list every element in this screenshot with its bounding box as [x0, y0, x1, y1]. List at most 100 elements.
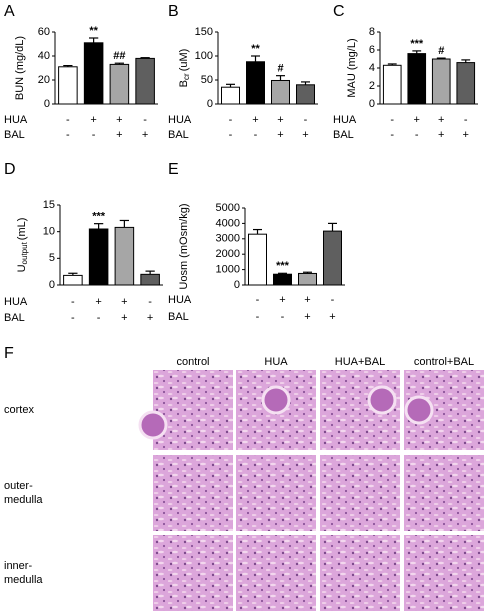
bar: [221, 86, 240, 105]
treatment-sign: -: [331, 294, 335, 306]
y-tick-label: 50: [201, 74, 213, 86]
bar: [323, 230, 342, 286]
y-tick-label: 0: [234, 279, 240, 291]
bar: [83, 42, 104, 105]
y-axis-label-part: cr: [182, 73, 191, 80]
bar: [407, 53, 427, 105]
y-tick-label: 1000: [216, 264, 240, 276]
y-tick-label: 0: [369, 98, 375, 110]
bar: [271, 79, 290, 105]
significance-label: **: [251, 43, 260, 55]
histology-image: [153, 370, 233, 450]
y-axis-label-part: output: [20, 241, 29, 264]
histology-image: [320, 455, 400, 531]
glomerulus: [404, 395, 434, 425]
panel-label: C: [333, 3, 345, 20]
column-label: HUA: [264, 356, 288, 368]
y-axis-label-part: BUN (mg/dL): [14, 36, 26, 100]
treatment-sign: -: [281, 311, 285, 323]
treatment-sign: -: [256, 311, 260, 323]
bar: [246, 61, 265, 105]
treatment-sign: -: [71, 312, 75, 324]
row-label: cortex: [4, 404, 34, 416]
bar: [135, 57, 155, 105]
treatment-sign: +: [329, 311, 335, 323]
treatment-sign: -: [229, 129, 233, 141]
histology-image: [236, 535, 316, 611]
significance-label: #: [438, 45, 444, 57]
treatment-sign: +: [414, 114, 420, 126]
bar: [88, 228, 109, 286]
treatment-name: HUA: [168, 114, 192, 126]
y-tick-label: 0: [49, 279, 55, 291]
significance-label: **: [89, 25, 98, 37]
y-axis-label-part: MAU (mg/L): [346, 38, 358, 97]
treatment-name: BAL: [333, 129, 354, 141]
treatment-name: HUA: [4, 296, 28, 308]
treatment-name: HUA: [4, 114, 28, 126]
treatment-sign: +: [121, 296, 127, 308]
y-tick-label: 150: [195, 26, 213, 38]
treatment-sign: -: [143, 114, 147, 126]
row-label: medulla: [4, 494, 43, 506]
treatment-sign: -: [390, 114, 394, 126]
panel-label: B: [168, 3, 179, 20]
treatment-sign: -: [415, 129, 419, 141]
treatment-sign: -: [97, 312, 101, 324]
histology-image: [404, 455, 484, 531]
bar: [456, 62, 476, 105]
bar: [431, 58, 451, 105]
treatment-sign: +: [302, 129, 308, 141]
y-tick-label: 6: [369, 44, 375, 56]
y-tick-label: 100: [195, 50, 213, 62]
treatment-sign: +: [142, 129, 148, 141]
treatment-sign: +: [116, 129, 122, 141]
treatment-sign: +: [147, 312, 153, 324]
bar: [296, 84, 315, 105]
y-tick-label: 2: [369, 80, 375, 92]
treatment-sign: -: [92, 129, 96, 141]
treatment-sign: +: [304, 294, 310, 306]
treatment-sign: -: [229, 114, 233, 126]
y-tick-label: 40: [38, 50, 50, 62]
bar: [298, 272, 317, 286]
treatment-sign: -: [256, 294, 260, 306]
treatment-sign: -: [254, 129, 258, 141]
histology-image: [153, 535, 233, 611]
treatment-sign: -: [148, 296, 152, 308]
treatment-sign: -: [66, 114, 70, 126]
treatment-name: BAL: [4, 312, 25, 324]
significance-label: ***: [410, 38, 424, 50]
treatment-name: HUA: [168, 294, 192, 306]
row-label: inner-: [4, 560, 32, 572]
column-label: control+BAL: [414, 356, 474, 368]
y-axis-label-part: B: [178, 80, 190, 87]
y-tick-label: 10: [43, 226, 55, 238]
treatment-sign: +: [90, 114, 96, 126]
treatment-sign: -: [66, 129, 70, 141]
treatment-sign: +: [252, 114, 258, 126]
treatment-sign: +: [116, 114, 122, 126]
y-tick-label: 20: [38, 74, 50, 86]
y-tick-label: 5: [49, 252, 55, 264]
histology-image: [404, 535, 484, 611]
treatment-sign: +: [277, 114, 283, 126]
y-axis-label-part: (mL): [16, 218, 28, 241]
panel-label: E: [168, 161, 179, 178]
treatment-sign: +: [438, 114, 444, 126]
column-label: control: [176, 356, 209, 368]
y-tick-label: 15: [43, 199, 55, 211]
treatment-sign: +: [438, 129, 444, 141]
histology-image: [236, 455, 316, 531]
treatment-name: HUA: [333, 114, 357, 126]
histology-image: [153, 455, 233, 531]
treatment-sign: -: [390, 129, 394, 141]
panel-label: D: [4, 161, 16, 178]
treatment-name: BAL: [168, 311, 189, 323]
significance-label: ***: [92, 211, 106, 223]
panel-label: F: [4, 345, 14, 362]
bar: [140, 273, 160, 286]
y-tick-label: 2000: [216, 248, 240, 260]
y-axis-label-part: (uM): [178, 49, 190, 72]
